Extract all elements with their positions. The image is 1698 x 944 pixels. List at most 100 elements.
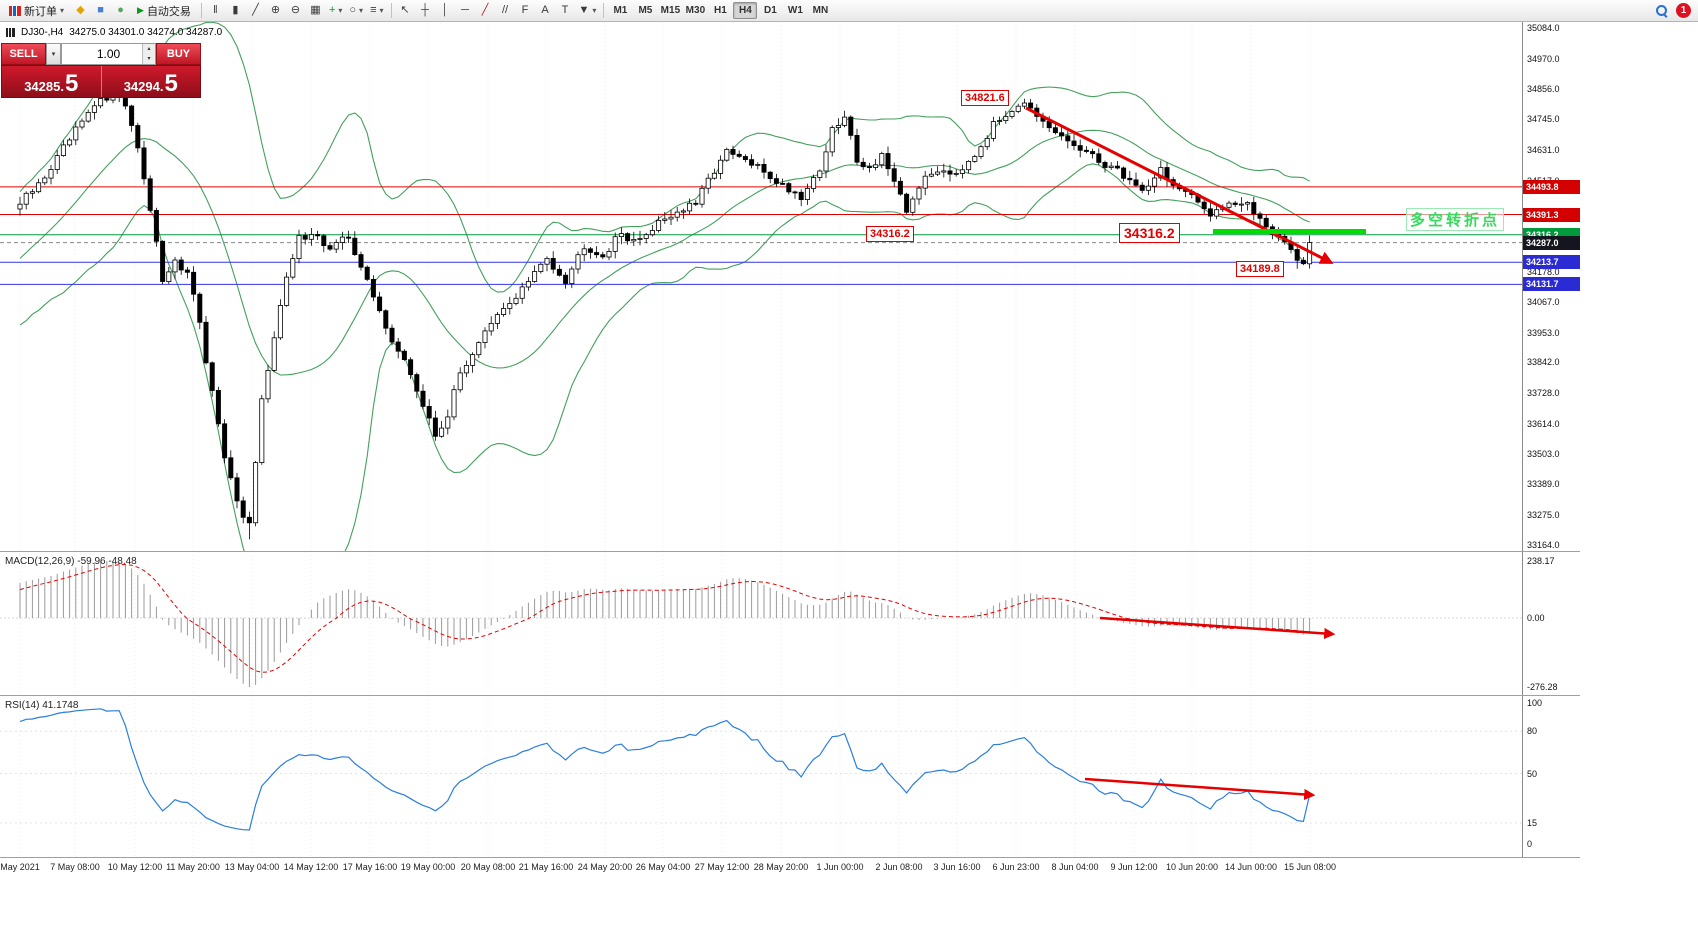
- indicators-icon[interactable]: + ▾: [326, 2, 345, 20]
- trendline-icon: ╱: [481, 4, 489, 16]
- volume-dropdown[interactable]: ▾: [46, 43, 61, 65]
- price-axis-label: 34067.0: [1527, 297, 1560, 307]
- time-axis-label: 26 May 04:00: [635, 862, 691, 872]
- price-axis-label: 33275.0: [1527, 510, 1560, 520]
- line-chart-icon[interactable]: ╱: [246, 2, 265, 20]
- price-axis-label: 33389.0: [1527, 479, 1560, 489]
- time-axis[interactable]: May 2021 7 May 08:00 10 May 12:00 11 May 20…: [0, 858, 1580, 878]
- fibonacci-icon: F: [521, 4, 529, 16]
- profiles-icon[interactable]: ●: [111, 2, 130, 20]
- label-icon[interactable]: T: [556, 2, 575, 20]
- rsi-panel-canvas[interactable]: [0, 695, 1522, 857]
- time-axis-label: 21 May 16:00: [518, 862, 574, 872]
- new-order-icon: [9, 5, 21, 16]
- main-chart-canvas[interactable]: [0, 22, 1522, 551]
- line-chart-icon: ╱: [252, 4, 259, 16]
- timeframe-button-m30[interactable]: M30: [683, 2, 707, 19]
- ohlc-values: 34275.0 34301.0 34274.0 34287.0: [69, 27, 223, 38]
- buy-button[interactable]: BUY: [156, 43, 201, 65]
- trade-prices-row: 34285. 5 34294. 5: [1, 65, 201, 98]
- autotrade-button[interactable]: ▶ 自动交易: [131, 2, 197, 20]
- sell-price: 34285.: [24, 79, 64, 94]
- timeframe-button-m15[interactable]: M15: [658, 2, 682, 19]
- price-axis-label: 33842.0: [1527, 357, 1560, 367]
- trendline-icon[interactable]: ╱: [476, 2, 495, 20]
- turning-point-note[interactable]: 多空转折点: [1406, 208, 1505, 231]
- quick-trade-icon[interactable]: ◆: [71, 2, 90, 20]
- chart-icon: [6, 28, 15, 37]
- time-axis-label: 10 Jun 20:00: [1165, 862, 1219, 872]
- panel-divider[interactable]: [0, 551, 1580, 552]
- timeframe-button-h4[interactable]: H4: [733, 2, 758, 19]
- templates-icon[interactable]: ≡ ▾: [367, 2, 386, 20]
- macd-axis[interactable]: 238.17 0.00 -276.28: [1522, 551, 1580, 695]
- bar-chart-icon[interactable]: ‖: [206, 2, 225, 20]
- zoom-out-icon: ⊖: [290, 4, 301, 16]
- chevron-down-icon: ▾: [359, 6, 364, 15]
- toolbar-separator: [200, 3, 202, 18]
- time-axis-label: May 2021: [0, 862, 40, 872]
- bar-chart-icon: ‖: [213, 4, 218, 16]
- cursor-icon[interactable]: ↖: [396, 2, 415, 20]
- zoom-in-icon: ⊕: [270, 4, 281, 16]
- price-divider: [100, 66, 102, 97]
- time-axis-label: 14 May 12:00: [283, 862, 339, 872]
- notification-badge[interactable]: 1: [1676, 3, 1691, 18]
- time-axis-label: 6 Jun 23:00: [992, 862, 1040, 872]
- price-axis-label: 34856.0: [1527, 84, 1560, 94]
- vertical-line-icon[interactable]: │: [436, 2, 455, 20]
- arrows-tool-icon[interactable]: ▼ ▾: [576, 2, 600, 20]
- rsi-title: RSI(14) 41.1748: [5, 700, 79, 711]
- timeframe-button-m5[interactable]: M5: [633, 2, 657, 19]
- macd-title: MACD(12,26,9) -59.96 -48.48: [5, 556, 137, 567]
- timeframe-button-d1[interactable]: D1: [758, 2, 782, 19]
- chart-window-icon[interactable]: ■: [91, 2, 110, 20]
- tile-windows-icon: ▦: [310, 4, 321, 16]
- time-axis-label: 11 May 20:00: [166, 862, 220, 872]
- zoom-out-icon[interactable]: ⊖: [286, 2, 305, 20]
- time-axis-label: 8 Jun 04:00: [1051, 862, 1099, 872]
- timeframe-button-mn[interactable]: MN: [808, 2, 832, 19]
- volume-field: ▴ ▾: [61, 43, 156, 65]
- crosshair-icon[interactable]: ┼: [416, 2, 435, 20]
- search-icon[interactable]: [1652, 2, 1671, 20]
- price-axis-label: 34631.0: [1527, 145, 1560, 155]
- periods-clock-icon: ○: [349, 4, 357, 16]
- rsi-axis-label: 80: [1527, 726, 1538, 736]
- price-annotation-key[interactable]: 34316.2: [1119, 223, 1180, 243]
- text-icon: A: [541, 4, 549, 16]
- macd-axis-label: 238.17: [1527, 556, 1555, 566]
- horizontal-line-icon[interactable]: ─: [456, 2, 475, 20]
- timeframe-button-h1[interactable]: H1: [708, 2, 732, 19]
- buy-price-button[interactable]: 34294. 5: [102, 66, 201, 97]
- price-annotation-low[interactable]: 34189.8: [1236, 261, 1284, 277]
- text-icon[interactable]: A: [536, 2, 555, 20]
- macd-axis-label: -276.28: [1527, 682, 1558, 692]
- trade-controls-row: SELL ▾ ▴ ▾ BUY: [1, 43, 201, 65]
- candle-chart-icon: ▮: [232, 4, 239, 16]
- time-axis-label: 10 May 12:00: [107, 862, 163, 872]
- volume-decrease-button[interactable]: ▾: [143, 54, 155, 64]
- timeframe-button-m1[interactable]: M1: [608, 2, 632, 19]
- volume-input[interactable]: [62, 44, 155, 64]
- timeframe-button-w1[interactable]: W1: [783, 2, 807, 19]
- vertical-line-icon: │: [441, 4, 449, 16]
- rsi-axis[interactable]: 100 80 50 15 0: [1522, 695, 1580, 857]
- candle-chart-icon[interactable]: ▮: [226, 2, 245, 20]
- price-annotation-high[interactable]: 34821.6: [961, 90, 1009, 106]
- macd-panel-canvas[interactable]: [0, 551, 1522, 695]
- fibonacci-icon[interactable]: F: [516, 2, 535, 20]
- volume-increase-button[interactable]: ▴: [143, 44, 155, 54]
- price-axis[interactable]: 35084.034970.034856.034745.034631.034517…: [1522, 22, 1580, 551]
- time-axis-label: 13 May 04:00: [224, 862, 280, 872]
- panel-divider[interactable]: [0, 695, 1580, 696]
- zoom-in-icon[interactable]: ⊕: [266, 2, 285, 20]
- sell-price-button[interactable]: 34285. 5: [2, 66, 101, 97]
- price-annotation-mid[interactable]: 34316.2: [866, 226, 914, 242]
- periods-clock-icon[interactable]: ○ ▾: [346, 2, 366, 20]
- tile-windows-icon[interactable]: ▦: [306, 2, 325, 20]
- sell-button[interactable]: SELL: [1, 43, 46, 65]
- channel-icon[interactable]: //: [496, 2, 515, 20]
- new-order-button[interactable]: 新订单 ▾: [3, 2, 70, 20]
- green-highlight-line[interactable]: [1213, 229, 1366, 234]
